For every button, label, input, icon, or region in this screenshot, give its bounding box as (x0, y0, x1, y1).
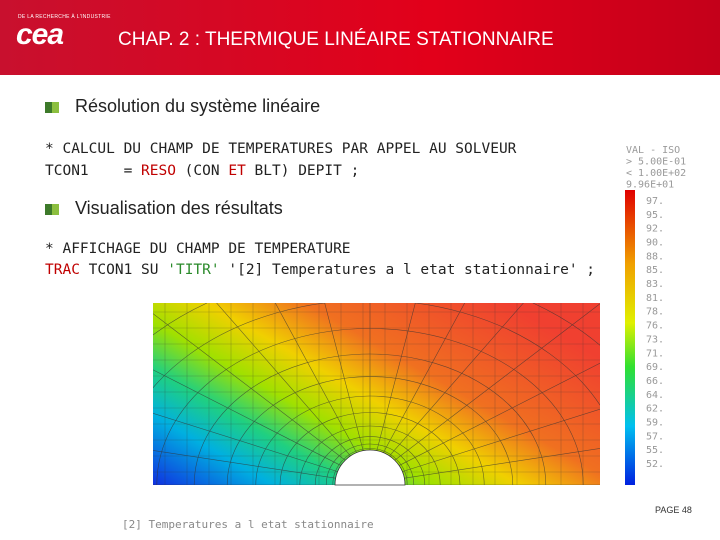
section-heading: Résolution du système linéaire (75, 96, 321, 116)
mesh-line (153, 369, 342, 466)
mesh-line (255, 395, 485, 485)
mesh-line (389, 303, 524, 457)
code-text: TCON1 = (45, 163, 142, 179)
legend-level: 62. (646, 404, 664, 415)
legend-level: 64. (646, 390, 664, 401)
legend-level: 59. (646, 417, 664, 428)
code-text: * AFFICHAGE DU CHAMP DE TEMPERATURE (45, 241, 351, 257)
code-text: BLT) DEPIT ; (245, 163, 360, 179)
legend-level: 57. (646, 431, 664, 442)
legend-level: 69. (646, 362, 664, 373)
slide-title: CHAP. 2 : THERMIQUE LINÉAIRE STATIONNAIR… (118, 29, 554, 50)
legend-level: 88. (646, 251, 664, 262)
code-keyword: TRAC (45, 262, 80, 278)
code-line: TCON1 = RESO (CON ET BLT) DEPIT ; (45, 163, 359, 179)
legend-header: > 5.00E-01 (626, 157, 686, 168)
mesh-line (314, 436, 426, 485)
legend-level: 76. (646, 321, 664, 332)
bullet (45, 102, 59, 113)
mesh-line (153, 303, 600, 406)
page-number: PAGE 48 (655, 505, 692, 515)
mesh-line (325, 443, 415, 485)
mesh-line (274, 303, 357, 453)
legend-header: < 1.00E+02 (626, 168, 686, 179)
mesh-line (383, 303, 466, 453)
code-text: (CON (175, 163, 229, 179)
legend-header: 9.96E+01 (626, 180, 674, 191)
legend-level: 78. (646, 307, 664, 318)
figure-caption: [2] Temperatures a l etat stationnaire (122, 518, 374, 531)
mesh-line (404, 448, 600, 479)
legend-level: 52. (646, 459, 664, 470)
legend-level: 81. (646, 293, 664, 304)
legend-header: VAL - ISO (626, 145, 680, 156)
code-text: '[2] Temperatures a l etat stationnaire'… (219, 262, 596, 278)
legend-level: 85. (646, 265, 664, 276)
legend-level: 83. (646, 279, 664, 290)
logo: cea (16, 18, 64, 51)
legend-level: 92. (646, 224, 664, 235)
section-heading: Visualisation des résultats (75, 198, 283, 218)
legend-level: 90. (646, 238, 664, 249)
code-line: * AFFICHAGE DU CHAMP DE TEMPERATURE (45, 241, 351, 257)
mesh-line (193, 353, 547, 485)
mesh-line (332, 448, 408, 485)
legend-level: 73. (646, 334, 664, 345)
code-keyword: RESO (141, 163, 176, 179)
code-text: TCON1 SU (79, 262, 168, 278)
mesh-line (153, 450, 336, 479)
code-string: 'TITR' (167, 262, 220, 278)
legend-level: 97. (646, 196, 664, 207)
code-line: * CALCUL DU CHAMP DE TEMPERATURES PAR AP… (45, 141, 516, 157)
code-line: TRAC TCON1 SU 'TITR' '[2] Temperatures a… (45, 262, 595, 278)
hole (334, 449, 406, 486)
mesh-line (394, 303, 600, 461)
mesh-line (153, 313, 346, 461)
mesh-line (153, 412, 338, 472)
mesh-line (402, 408, 600, 472)
bullet (45, 204, 59, 215)
code-text: * CALCUL DU CHAMP DE TEMPERATURES PAR AP… (45, 141, 517, 157)
mesh-line (226, 376, 514, 485)
mesh-line (398, 362, 600, 466)
legend-level: 66. (646, 376, 664, 387)
mesh-line (156, 328, 584, 485)
legend-level: 55. (646, 445, 664, 456)
colorbar (625, 190, 635, 485)
mesh-line (299, 425, 441, 485)
legend-level: 95. (646, 210, 664, 221)
mesh-line (216, 303, 351, 457)
header-bar: DE LA RECHERCHE À L'INDUSTRIE cea CHAP. … (0, 0, 720, 75)
org-tagline: DE LA RECHERCHE À L'INDUSTRIE (18, 14, 111, 20)
code-keyword: ET (228, 163, 246, 179)
legend-level: 71. (646, 348, 664, 359)
mesh-line (279, 412, 461, 485)
